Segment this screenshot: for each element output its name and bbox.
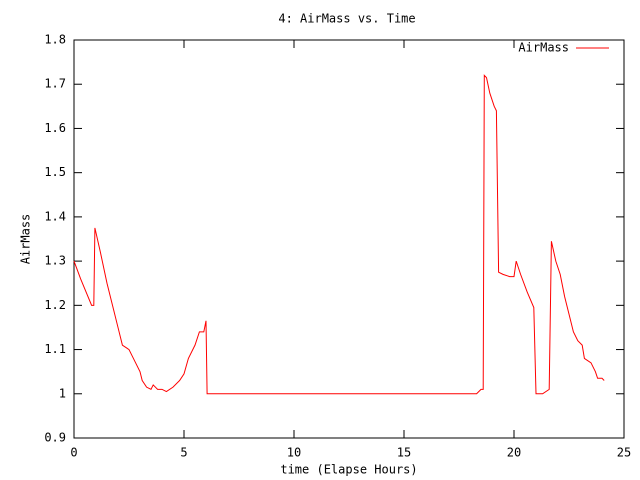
- x-tick-label: 20: [507, 446, 521, 460]
- x-tick-label: 5: [180, 446, 187, 460]
- y-tick-label: 1: [59, 386, 66, 400]
- y-tick-label: 1.5: [44, 165, 66, 179]
- x-tick-label: 25: [617, 446, 631, 460]
- y-tick-label: 1.2: [44, 298, 66, 312]
- x-axis-label: time (Elapse Hours): [280, 463, 417, 477]
- y-tick-label: 1.7: [44, 77, 66, 91]
- y-tick-label: 0.9: [44, 431, 66, 445]
- chart-title: 4: AirMass vs. Time: [278, 12, 415, 26]
- x-tick-label: 0: [70, 446, 77, 460]
- y-tick-label: 1.6: [44, 121, 66, 135]
- data-line: [73, 74, 605, 395]
- y-tick-label: 1.8: [44, 33, 66, 47]
- x-tick-label: 10: [287, 446, 301, 460]
- y-tick-label: 1.3: [44, 254, 66, 268]
- x-tick-label: 15: [397, 446, 411, 460]
- y-tick-label: 1.4: [44, 209, 66, 223]
- y-axis-label: AirMass: [19, 214, 33, 265]
- plot-frame: [73, 39, 625, 439]
- y-tick-label: 1.1: [44, 342, 66, 356]
- legend-label: AirMass: [518, 41, 569, 55]
